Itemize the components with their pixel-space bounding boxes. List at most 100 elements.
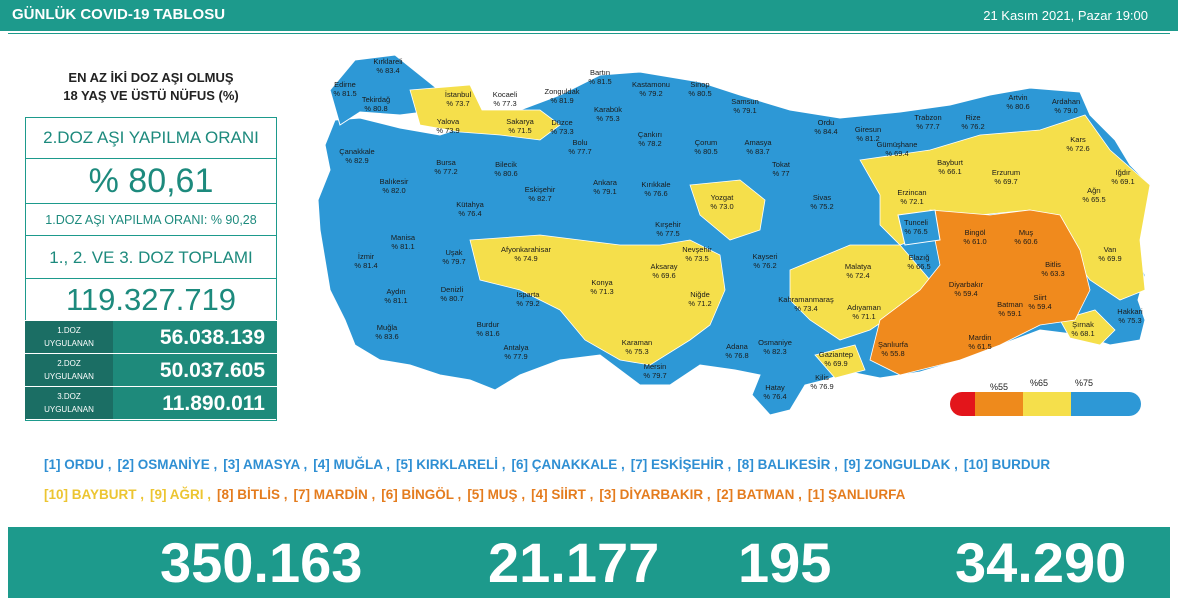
province-name: Artvin xyxy=(1008,93,1027,102)
header-bar xyxy=(0,0,1178,31)
province-value: % 75.2 xyxy=(810,202,833,211)
province-name: Kayseri xyxy=(752,252,777,261)
province-name: Sakarya xyxy=(506,117,534,126)
province-name: Tunceli xyxy=(904,218,928,227)
province-name: Bingöl xyxy=(965,228,986,237)
province-value: % 80.5 xyxy=(688,89,711,98)
dose-label-line: UYGULANAN xyxy=(44,405,94,414)
province-value: % 69.4 xyxy=(885,149,908,158)
province-value: % 76.5 xyxy=(904,227,927,236)
province-name: Konya xyxy=(591,278,613,287)
dose2-label: 2.DOZ AŞI YAPILMA ORANI xyxy=(43,127,259,147)
province-name: Şanlıurfa xyxy=(878,340,909,349)
province-name: Giresun xyxy=(855,125,881,134)
province-name: Düzce xyxy=(551,118,572,127)
province-name: Adıyaman xyxy=(847,303,881,312)
province-name: Çanakkale xyxy=(339,147,374,156)
province-value: % 82.7 xyxy=(528,194,551,203)
province-name: Hakkari xyxy=(1117,307,1143,316)
dose-label: 2.DOZ UYGULANAN xyxy=(25,353,113,386)
province-name: Ağrı xyxy=(1087,186,1101,195)
province-name: Gaziantep xyxy=(819,350,853,359)
dose-label: 3.DOZ UYGULANAN xyxy=(25,386,113,419)
province-name: Eskişehir xyxy=(525,185,556,194)
panel-box xyxy=(25,117,277,421)
dose2-rate: % 80,61 xyxy=(25,158,277,204)
ranking-item: [1] ŞANLIURFA xyxy=(807,487,906,502)
province-name: Siirt xyxy=(1034,293,1048,302)
province-value: % 75.3 xyxy=(625,347,648,356)
province-name: Tekirdağ xyxy=(362,95,390,104)
province-name: Kırklareli xyxy=(373,57,403,66)
stat-value: 34.290 xyxy=(955,531,1127,594)
province-value: % 81.5 xyxy=(333,89,356,98)
province-name: Isparta xyxy=(517,290,541,299)
dose-label-line: 2.DOZ xyxy=(57,359,81,368)
province-value: % 63.3 xyxy=(1041,269,1064,278)
province-name: Tokat xyxy=(772,160,791,169)
province-value: % 59.4 xyxy=(1028,302,1051,311)
province-name: Adana xyxy=(726,342,749,351)
province-value: % 76.8 xyxy=(725,351,748,360)
province-name: Kahramanmaraş xyxy=(778,295,834,304)
province-value: % 82.9 xyxy=(345,156,368,165)
ranking-item: [7] ESKİŞEHİR , xyxy=(630,457,732,472)
province-value: % 77.7 xyxy=(568,147,591,156)
province-value: % 79.1 xyxy=(733,106,756,115)
province-name: Trabzon xyxy=(914,113,941,122)
province-value: % 82.3 xyxy=(763,347,786,356)
ranking-item: [7] MARDİN , xyxy=(293,487,376,502)
province-value: % 76.4 xyxy=(763,392,786,401)
province-name: Iğdır xyxy=(1115,168,1131,177)
province-value: % 59.1 xyxy=(998,309,1021,318)
province-value: % 73.0 xyxy=(710,202,733,211)
map-orange xyxy=(869,209,1091,376)
province-name: Bilecik xyxy=(495,160,517,169)
province-name: Yozgat xyxy=(711,193,735,202)
province-name: Erzincan xyxy=(897,188,926,197)
province-value: % 77.9 xyxy=(504,352,527,361)
province-value: % 71.2 xyxy=(688,299,711,308)
ranking-item: [9] ZONGULDAK , xyxy=(843,457,958,472)
province-name: Kütahya xyxy=(456,200,484,209)
province-name: İzmir xyxy=(358,252,375,261)
province-value: % 79.2 xyxy=(639,89,662,98)
province-name: Kars xyxy=(1070,135,1086,144)
dose-label-line: 3.DOZ xyxy=(57,392,81,401)
province-name: Muş xyxy=(1019,228,1033,237)
ranking-item: [4] MUĞLA , xyxy=(313,457,391,472)
province-name: Ordu xyxy=(818,118,835,127)
legend-label: %55 xyxy=(990,382,1008,392)
province-value: % 76.4 xyxy=(458,209,481,218)
province-value: % 73.7 xyxy=(446,99,469,108)
stats-bar xyxy=(8,527,1170,598)
header-rule xyxy=(8,33,1170,34)
ranking-item: [9] AĞRI , xyxy=(150,487,212,502)
province-name: Çankırı xyxy=(638,130,662,139)
province-name: Muğla xyxy=(377,323,398,332)
dose-label-line: UYGULANAN xyxy=(44,372,94,381)
province-value: % 76.6 xyxy=(644,189,667,198)
province-value: % 66.1 xyxy=(938,167,961,176)
province-name: Bitlis xyxy=(1045,260,1061,269)
province-name: Gümüşhane xyxy=(877,140,918,149)
province-name: Denizli xyxy=(441,285,464,294)
legend-yellow xyxy=(1023,392,1071,416)
province-name: Karaman xyxy=(622,338,652,347)
province-value: % 77.2 xyxy=(434,167,457,176)
legend-blue-join xyxy=(1071,392,1091,416)
province-value: % 69.7 xyxy=(994,177,1017,186)
dose-label: 1.DOZ UYGULANAN xyxy=(25,320,113,353)
province-value: % 73.9 xyxy=(436,126,459,135)
ranking-item: [10] BAYBURT , xyxy=(44,487,145,502)
province-value: % 81.1 xyxy=(391,242,414,251)
province-name: Bursa xyxy=(436,158,456,167)
stat-value: 21.177 xyxy=(488,531,660,594)
ranking-item: [6] BİNGÖL , xyxy=(381,487,462,502)
province-name: Uşak xyxy=(445,248,462,257)
province-name: Hatay xyxy=(765,383,785,392)
map-tunceli xyxy=(897,209,941,246)
province-value: % 59.4 xyxy=(954,289,977,298)
province-value: % 72.6 xyxy=(1066,144,1089,153)
province-value: % 81.6 xyxy=(476,329,499,338)
